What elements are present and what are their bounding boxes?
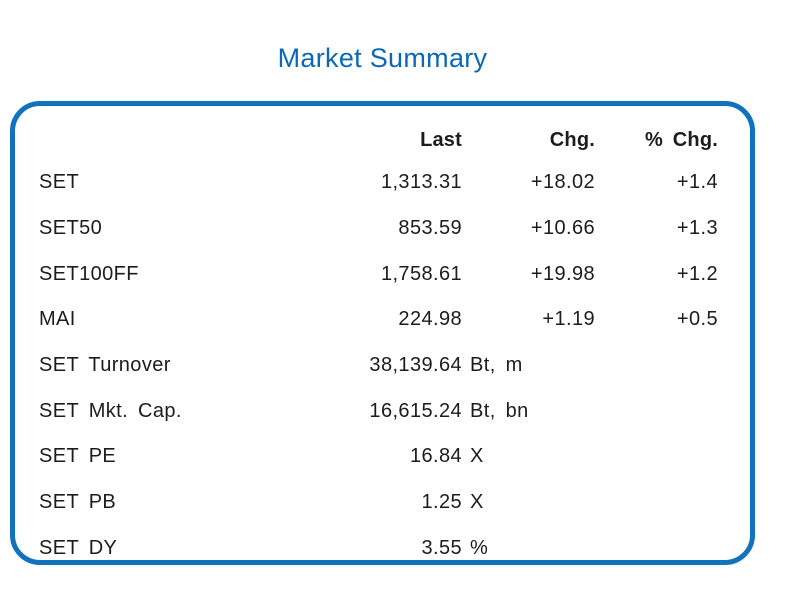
table-row: SET DY 3.55% [39, 526, 718, 561]
pct-chg-value: +0.5 [676, 308, 718, 331]
table-row: SET PE 16.84 X [39, 434, 718, 480]
value-unit: Bt, m [470, 354, 523, 377]
last-value-cell: 1.25 X [312, 491, 483, 514]
last-value: 16,615.24 [369, 399, 462, 422]
chg-value: +18.02 [530, 171, 595, 194]
table-row: MAI 224.98 +1.19 +0.5 [39, 297, 718, 343]
table-row: SET Mkt. Cap. 16,615.24 Bt, bn [39, 388, 718, 434]
chg-value: +10.66 [530, 217, 595, 240]
last-value: 224.98 [398, 308, 462, 331]
last-value-cell: 3.55% [312, 536, 487, 560]
last-value: 853.59 [398, 217, 462, 240]
last-value-cell: 224.98 [312, 308, 462, 331]
value-unit: X [470, 491, 484, 514]
table-row: SET 1,313.31 +18.02 +1.4 [39, 160, 718, 206]
pct-chg-value: +1.4 [676, 171, 718, 194]
row-label: SET PE [39, 445, 117, 468]
chg-value: +1.19 [542, 308, 595, 331]
column-header-pct-chg: % Chg. [645, 128, 718, 151]
row-label: SET Mkt. Cap. [39, 399, 182, 422]
last-value: 38,139.64 [369, 354, 462, 377]
last-value: 16.84 [409, 445, 462, 468]
last-value-cell: 1,313.31 [312, 171, 462, 194]
last-value-cell: 38,139.64 Bt, m [312, 354, 522, 377]
last-value-cell: 853.59 [312, 217, 462, 240]
last-value: 1,758.61 [380, 262, 462, 285]
last-value: 1.25 [421, 491, 462, 514]
pct-chg-value: +1.3 [676, 217, 718, 240]
row-label: SET PB [39, 491, 117, 514]
last-value: 1,313.31 [380, 171, 462, 194]
row-label: SET50 [39, 217, 103, 240]
table-row: SET50 853.59 +10.66 +1.3 [39, 206, 718, 252]
page-title: Market Summary [277, 43, 488, 73]
table-header-row: Last Chg. % Chg. [39, 120, 718, 160]
value-unit: X [470, 445, 484, 468]
row-label: SET [39, 171, 80, 194]
last-value-cell: 1,758.61 [312, 263, 462, 286]
table-row: SET PB 1.25 X [39, 480, 718, 526]
last-value-cell: 16,615.24 Bt, bn [312, 399, 528, 423]
value-unit: % [470, 536, 489, 559]
chg-value: +19.98 [530, 262, 595, 285]
last-value-cell: 16.84 X [312, 445, 483, 468]
summary-panel: Last Chg. % Chg. SET 1,313.31 +18.02 +1.… [10, 101, 755, 565]
row-label: SET DY [39, 536, 118, 559]
last-value: 3.55 [421, 536, 462, 559]
table-row: SET100FF 1,758.61 +19.98 +1.2 [39, 251, 718, 297]
row-label: MAI [39, 308, 76, 331]
pct-chg-value: +1.2 [676, 262, 718, 285]
table-row: SET Turnover 38,139.64 Bt, m [39, 343, 718, 389]
column-header-last: Last [420, 128, 462, 151]
row-label: SET Turnover [39, 354, 171, 377]
column-header-chg: Chg. [549, 128, 595, 151]
table-body: SET 1,313.31 +18.02 +1.4 SET50 853.59 +1… [39, 160, 718, 561]
value-unit: Bt, bn [470, 399, 529, 422]
row-label: SET100FF [39, 262, 139, 285]
